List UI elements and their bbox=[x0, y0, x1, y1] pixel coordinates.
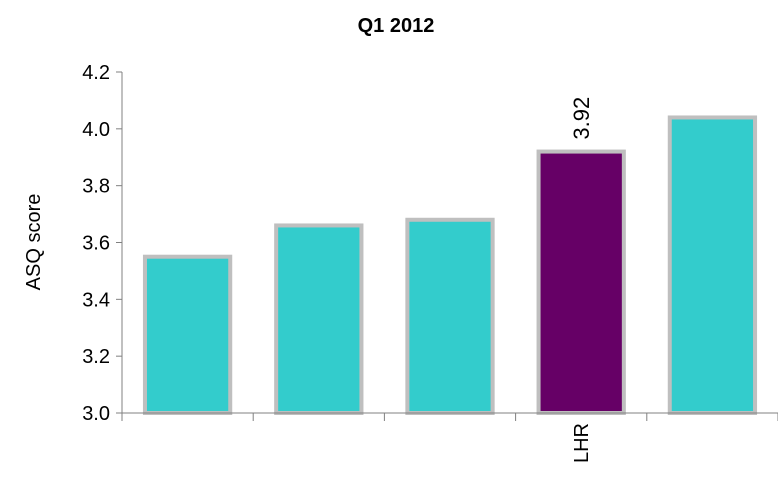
chart-title: Q1 2012 bbox=[358, 15, 435, 37]
y-tick-label: 3.6 bbox=[82, 233, 110, 255]
axes bbox=[121, 72, 778, 421]
y-tick-label: 3.8 bbox=[82, 176, 110, 198]
y-tick-label: 3.0 bbox=[82, 403, 110, 425]
bar bbox=[274, 223, 364, 415]
bar bbox=[536, 149, 626, 415]
y-tick-label: 3.2 bbox=[82, 346, 110, 368]
bars bbox=[142, 115, 758, 416]
bar bbox=[405, 217, 495, 415]
x-axis-labels: LHR bbox=[571, 423, 593, 463]
bar bbox=[142, 254, 233, 416]
y-tick-label: 4.0 bbox=[82, 119, 110, 141]
bar bbox=[667, 115, 758, 415]
y-axis-ticks: 3.0 3.2 3.4 3.6 3.8 4.0 4.2 bbox=[82, 62, 122, 425]
y-tick-label: 4.2 bbox=[82, 62, 110, 84]
x-category-label: LHR bbox=[571, 423, 593, 463]
y-tick-label: 3.4 bbox=[82, 289, 110, 311]
y-axis-label: ASQ score bbox=[23, 194, 45, 291]
data-label: 3.92 bbox=[569, 97, 594, 140]
data-labels: 3.92 bbox=[569, 97, 594, 140]
